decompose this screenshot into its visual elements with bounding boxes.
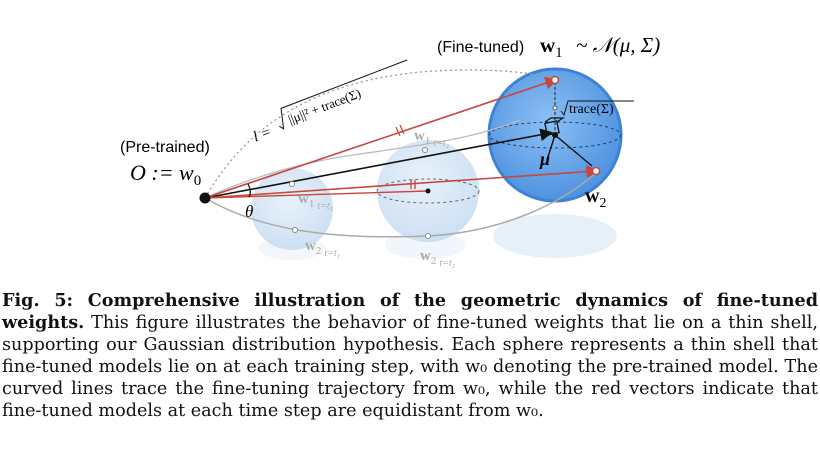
point-w2-t1 — [292, 227, 298, 233]
point-radius-mid — [552, 105, 558, 111]
red-vector-mid — [204, 190, 429, 199]
w2-t2-label: w2 t=t₂ — [420, 248, 456, 269]
radius-label: trace(Σ) — [560, 100, 634, 117]
red-vector-w2 — [204, 165, 600, 199]
svg-text:l =: l = — [251, 124, 274, 145]
theta-label: θ — [245, 202, 253, 221]
point-w1-t2 — [422, 147, 428, 153]
point-w1 — [550, 75, 560, 85]
length-formula: l = ||μ||² + trace(Σ) — [251, 59, 408, 146]
theta-arc — [247, 183, 251, 198]
point-w2-t2 — [425, 233, 431, 239]
tick-mark-1 — [395, 126, 401, 137]
figure-caption: Fig. 5: Comprehensive illustration of th… — [2, 290, 818, 422]
point-w1-t1 — [289, 181, 295, 187]
axis-down — [546, 134, 556, 161]
fine-tuned-label: (Fine-tuned) — [437, 39, 524, 56]
svg-text:trace(Σ): trace(Σ) — [569, 102, 614, 117]
tick-mark-2 — [399, 124, 405, 135]
pretrained-label: (Pre-trained) — [120, 139, 210, 156]
origin-label: O := w0 — [130, 160, 201, 189]
w2-label: w2 — [585, 185, 606, 211]
sphere-t1 — [251, 168, 333, 250]
geometric-dynamics-figure: (Fine-tuned) w1 ~ 𝒩(μ, Σ) (Pre-trained) … — [120, 33, 660, 269]
mu-label: μ — [539, 149, 550, 169]
point-t2-center — [425, 188, 431, 194]
trajectory-w1 — [204, 119, 521, 199]
orthogonal-box-top — [544, 117, 565, 123]
faded-labels: w1 t=t₁ w1 t=t₂ w2 t=t₁ w2 t=t₂ — [298, 128, 456, 269]
sphere-large-equator — [488, 121, 622, 149]
fine-tuned-w1: w1 — [540, 33, 563, 61]
origin-point — [199, 192, 211, 204]
reflection-large — [493, 214, 617, 258]
caption-label: Fig. 5: Comprehensive illustration of th… — [2, 290, 818, 333]
sphere-t2-equator — [376, 178, 480, 204]
axis-right — [554, 134, 593, 167]
w1-t1-label: w1 t=t₁ — [298, 191, 333, 212]
point-mu — [552, 132, 558, 138]
mu-vector — [204, 128, 554, 199]
red-vector-w1 — [204, 77, 559, 199]
w2-t1-label: w2 t=t₁ — [305, 238, 340, 259]
point-w2 — [591, 166, 601, 176]
caption-text: This figure illustrates the behavior of … — [2, 313, 818, 421]
w1-t2-label: w1 t=t₂ — [414, 128, 450, 149]
fine-tuned-distribution: ~ 𝒩(μ, Σ) — [576, 33, 660, 57]
